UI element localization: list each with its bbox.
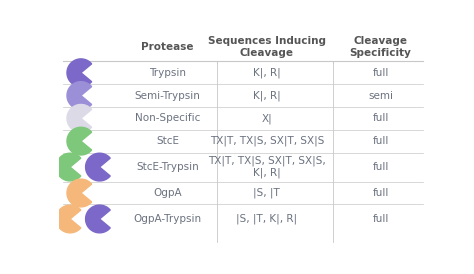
Polygon shape	[67, 59, 91, 87]
Text: Sequences Inducing
Cleavage: Sequences Inducing Cleavage	[208, 36, 326, 58]
Text: K|, R|: K|, R|	[253, 67, 281, 78]
Text: Semi-Trypsin: Semi-Trypsin	[135, 90, 201, 101]
Polygon shape	[67, 82, 91, 109]
Text: StcE: StcE	[156, 136, 179, 146]
Text: K|, R|: K|, R|	[253, 90, 281, 101]
Text: full: full	[373, 188, 389, 198]
Text: full: full	[373, 113, 389, 123]
Text: |S, |T: |S, |T	[254, 188, 280, 198]
Text: StcE-Trypsin: StcE-Trypsin	[136, 162, 199, 172]
Polygon shape	[56, 205, 81, 233]
Text: X|: X|	[262, 113, 272, 124]
Text: Protease: Protease	[141, 42, 194, 52]
Text: full: full	[373, 162, 389, 172]
Text: OgpA-Trypsin: OgpA-Trypsin	[134, 214, 201, 224]
Text: TX|T, TX|S, SX|T, SX|S,
K|, R|: TX|T, TX|S, SX|T, SX|S, K|, R|	[208, 156, 326, 178]
Text: |S, |T, K|, R|: |S, |T, K|, R|	[236, 214, 297, 224]
Polygon shape	[86, 205, 110, 233]
Polygon shape	[56, 153, 81, 181]
Polygon shape	[67, 179, 91, 207]
Polygon shape	[86, 153, 110, 181]
Text: TX|T, TX|S, SX|T, SX|S: TX|T, TX|S, SX|T, SX|S	[210, 136, 324, 146]
Text: full: full	[373, 68, 389, 78]
Text: semi: semi	[368, 90, 393, 101]
Text: full: full	[373, 136, 389, 146]
Polygon shape	[67, 104, 91, 132]
Text: OgpA: OgpA	[153, 188, 182, 198]
Text: Cleavage
Specificity: Cleavage Specificity	[350, 36, 411, 58]
Text: full: full	[373, 214, 389, 224]
Text: Non-Specific: Non-Specific	[135, 113, 201, 123]
Text: Trypsin: Trypsin	[149, 68, 186, 78]
Polygon shape	[67, 127, 91, 155]
